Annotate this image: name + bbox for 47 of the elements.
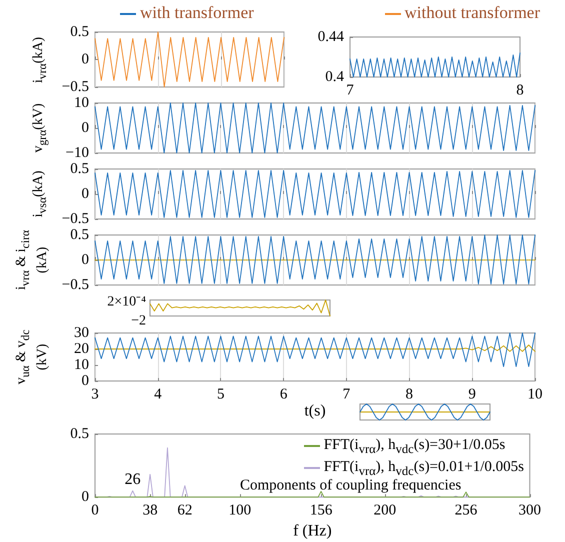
- legend-label: without transformer: [404, 3, 540, 22]
- legend-label: FFT(i$_{vrα}$), h$_{vdc}$(s)=0.01+1/0.005s: [324, 459, 524, 478]
- y-tick-label: 10: [74, 95, 89, 111]
- y-tick-label: 0.5: [70, 426, 89, 442]
- x-tick-label: 156: [310, 502, 333, 519]
- text: 2×10⁻⁴: [107, 294, 146, 310]
- x-axis-title: f (Hz): [293, 522, 332, 540]
- y-tick-label: 0.44: [318, 29, 344, 45]
- x-tick-label: 6: [280, 386, 288, 402]
- y-tick-label: 0.5: [70, 227, 89, 243]
- annotation: Components of coupling frequencies: [240, 478, 462, 494]
- y-tick-label: 20: [74, 341, 89, 357]
- x-axis-title: t(s): [304, 402, 326, 420]
- x-tick-label: 7: [342, 386, 351, 402]
- x-tick-label: 256: [454, 502, 478, 519]
- x-tick-label: 100: [228, 502, 252, 519]
- legend-label: with transformer: [140, 3, 254, 22]
- y-tick-label: 0: [82, 252, 89, 268]
- x-tick-label: 3: [91, 386, 99, 402]
- y-tick-label: −10: [66, 145, 89, 161]
- y-tick-label: −0.5: [62, 79, 89, 95]
- y-tick-label: 0: [82, 489, 89, 506]
- y-tick-label: 0: [82, 52, 89, 68]
- x-tick-label: 62: [177, 502, 192, 519]
- y-tick-label: −0.5: [62, 277, 89, 293]
- y-tick-label: 0: [82, 186, 89, 202]
- x-tick-label: 9: [468, 386, 476, 402]
- x-tick-label: 4: [154, 386, 162, 402]
- y-tick-label: 0: [82, 120, 89, 136]
- y-tick-label: 0.5: [70, 161, 89, 177]
- legend-label: FFT(i$_{vrα}$), h$_{vdc}$(s)=30+1/0.05s: [324, 437, 506, 456]
- annotation: 26: [124, 471, 141, 488]
- x-tick-label: 7: [346, 82, 354, 98]
- text: −2: [131, 314, 146, 328]
- x-tick-label: 8: [516, 82, 524, 98]
- x-tick-label: 10: [528, 386, 542, 402]
- x-tick-label: 8: [406, 386, 414, 402]
- y-tick-label: 0.4: [325, 69, 344, 85]
- y-tick-label: 30: [74, 325, 89, 341]
- y-tick-label: −0.5: [62, 211, 89, 227]
- y-tick-label: 10: [74, 357, 89, 373]
- x-tick-label: 5: [216, 386, 224, 402]
- x-tick-label: 38: [142, 502, 158, 519]
- x-tick-label: 300: [518, 502, 541, 519]
- y-tick-label: 0.5: [70, 24, 89, 40]
- x-tick-label: 200: [374, 502, 396, 519]
- y-tick-label: 0: [82, 373, 89, 389]
